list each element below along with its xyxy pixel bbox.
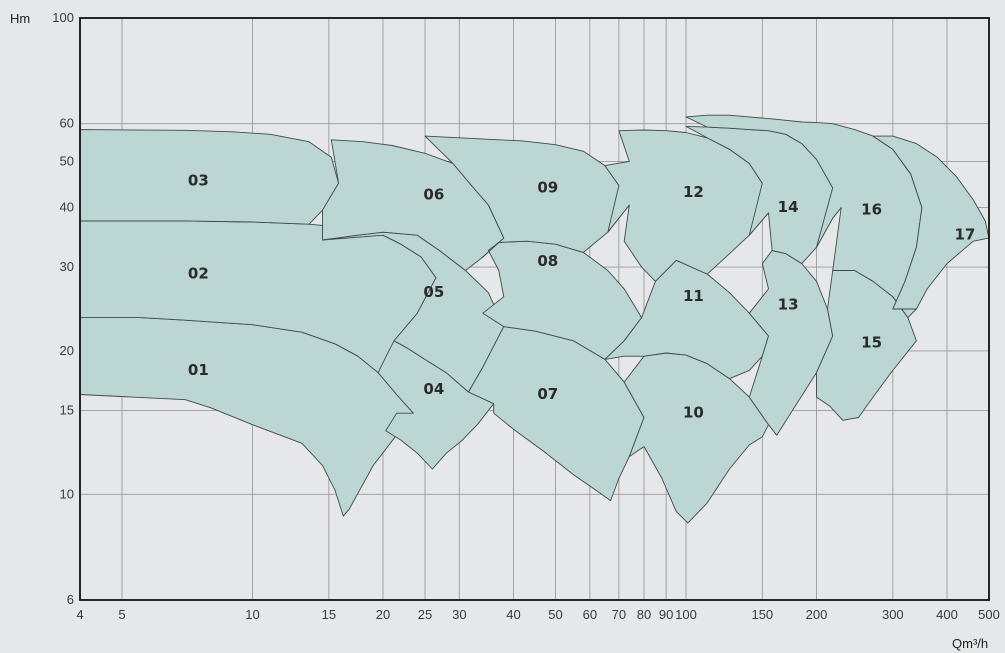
- x-axis-label: Qm³/h: [952, 636, 988, 651]
- x-tick-label: 400: [936, 607, 958, 622]
- region-08: [482, 240, 643, 360]
- region-09: [424, 135, 630, 258]
- x-tick-label: 50: [548, 607, 562, 622]
- x-tick-label: 60: [583, 607, 597, 622]
- y-tick-label: 30: [60, 259, 74, 274]
- region-label-03: 03: [188, 171, 209, 189]
- x-tick-label: 20: [376, 607, 390, 622]
- y-tick-label: 100: [52, 10, 74, 25]
- region-label-14: 14: [778, 198, 799, 216]
- y-tick-label: 6: [67, 592, 74, 607]
- x-tick-label: 500: [978, 607, 1000, 622]
- pump-regions: [79, 114, 990, 524]
- region-label-17: 17: [954, 226, 975, 244]
- region-16: [685, 114, 923, 319]
- region-label-13: 13: [778, 295, 799, 313]
- region-label-02: 02: [188, 265, 209, 283]
- x-tick-label: 80: [637, 607, 651, 622]
- x-tick-label: 90: [659, 607, 673, 622]
- region-17: [872, 135, 990, 310]
- x-tick-label: 300: [882, 607, 904, 622]
- region-label-11: 11: [683, 287, 704, 305]
- region-03: [79, 129, 340, 225]
- y-tick-label: 15: [60, 402, 74, 417]
- x-tick-label: 4: [76, 607, 83, 622]
- plot-frame: [79, 17, 990, 601]
- x-tick-label: 150: [751, 607, 773, 622]
- x-tick-label: 100: [675, 607, 697, 622]
- y-tick-label: 10: [60, 486, 74, 501]
- region-label-05: 05: [423, 283, 444, 301]
- region-label-06: 06: [423, 186, 444, 204]
- region-label-01: 01: [188, 361, 209, 379]
- region-label-10: 10: [683, 404, 704, 422]
- region-label-04: 04: [423, 380, 444, 398]
- region-label-15: 15: [861, 333, 882, 351]
- y-tick-label: 50: [60, 153, 74, 168]
- y-tick-label: 60: [60, 116, 74, 131]
- x-tick-label: 30: [452, 607, 466, 622]
- x-tick-label: 70: [612, 607, 626, 622]
- y-tick-label: 20: [60, 343, 74, 358]
- region-label-09: 09: [537, 178, 558, 196]
- y-tick-labels: 6 10 15 20 30 40 50 60 100: [52, 10, 74, 607]
- x-tick-label: 5: [118, 607, 125, 622]
- x-tick-label: 40: [506, 607, 520, 622]
- x-tick-label: 25: [418, 607, 432, 622]
- region-labels: 01 02 03 04 05 06 07 08 09 10 11 12 13 14 15 16 17: [188, 171, 975, 421]
- region-10: [623, 352, 769, 524]
- y-axis-label: Hm: [10, 11, 30, 26]
- region-label-08: 08: [537, 252, 558, 270]
- y-tick-label: 40: [60, 200, 74, 215]
- region-label-12: 12: [683, 183, 704, 201]
- x-tick-label: 15: [322, 607, 336, 622]
- region-label-16: 16: [861, 201, 882, 219]
- x-tick-label: 200: [806, 607, 828, 622]
- region-label-07: 07: [537, 385, 558, 403]
- x-tick-labels: 4 5 10 15 20 25 30 40 50 60 70 80 90 100 150 200 300 400 5…: [76, 607, 999, 622]
- x-tick-label: 10: [245, 607, 259, 622]
